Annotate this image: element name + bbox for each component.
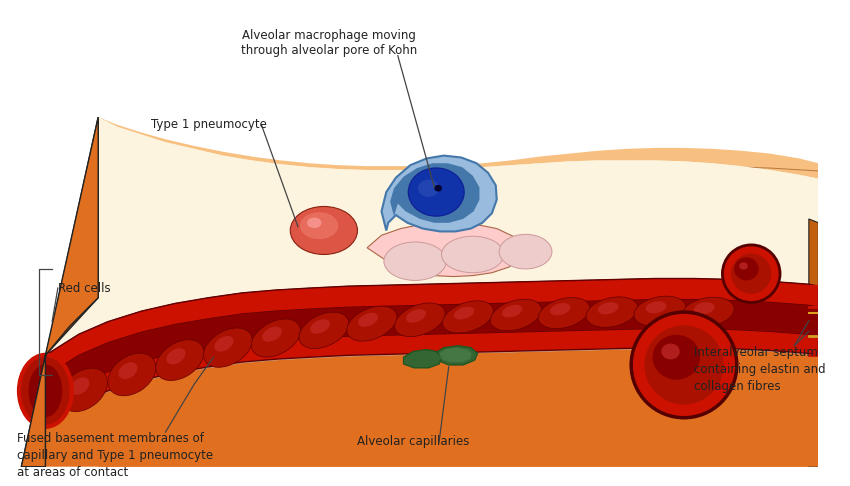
Polygon shape [45, 278, 819, 377]
Ellipse shape [203, 328, 252, 367]
Text: Alveolar capillaries: Alveolar capillaries [358, 435, 470, 448]
Ellipse shape [299, 312, 348, 348]
Ellipse shape [734, 258, 759, 280]
Ellipse shape [167, 348, 185, 364]
Text: Alveolar macrophage moving
through alveolar pore of Kohn: Alveolar macrophage moving through alveo… [241, 29, 416, 57]
Ellipse shape [490, 299, 541, 331]
Polygon shape [99, 200, 819, 467]
Polygon shape [21, 117, 99, 467]
Polygon shape [404, 349, 442, 368]
Ellipse shape [598, 302, 619, 314]
Polygon shape [434, 346, 478, 365]
Polygon shape [45, 344, 819, 425]
Text: Red cells: Red cells [58, 281, 110, 295]
Polygon shape [439, 347, 472, 362]
Ellipse shape [300, 212, 338, 239]
Ellipse shape [550, 303, 570, 315]
Ellipse shape [653, 335, 700, 380]
Ellipse shape [118, 362, 138, 379]
Ellipse shape [646, 301, 666, 313]
Text: Interalveolar septum
containing elastin and
collagen fibres: Interalveolar septum containing elastin … [694, 346, 825, 393]
Ellipse shape [502, 305, 523, 317]
Ellipse shape [634, 296, 686, 326]
Ellipse shape [586, 297, 638, 328]
Polygon shape [21, 117, 99, 467]
Ellipse shape [290, 207, 358, 255]
Ellipse shape [358, 313, 378, 327]
Polygon shape [367, 223, 523, 277]
Polygon shape [45, 347, 819, 467]
Polygon shape [45, 278, 819, 377]
Ellipse shape [19, 355, 71, 427]
Ellipse shape [262, 327, 282, 342]
Polygon shape [99, 117, 819, 298]
Polygon shape [45, 300, 819, 405]
Polygon shape [45, 300, 819, 405]
Ellipse shape [214, 336, 234, 352]
Ellipse shape [108, 353, 156, 396]
Polygon shape [45, 117, 819, 355]
Polygon shape [99, 207, 819, 467]
Ellipse shape [408, 168, 464, 216]
Ellipse shape [252, 319, 300, 357]
Ellipse shape [60, 368, 107, 412]
Ellipse shape [418, 180, 439, 197]
Ellipse shape [682, 297, 734, 327]
Ellipse shape [347, 306, 397, 341]
Ellipse shape [307, 218, 321, 228]
Text: Fused basement membranes of
capillary and Type 1 pneumocyte
at areas of contact: Fused basement membranes of capillary an… [16, 432, 213, 479]
Text: Type 1 pneumocyte: Type 1 pneumocyte [151, 119, 267, 131]
Ellipse shape [454, 307, 474, 319]
Polygon shape [99, 117, 819, 298]
Ellipse shape [538, 297, 590, 329]
Ellipse shape [384, 242, 446, 280]
Ellipse shape [499, 234, 552, 269]
Ellipse shape [443, 301, 493, 333]
Polygon shape [45, 329, 819, 410]
Polygon shape [382, 156, 496, 231]
Polygon shape [390, 163, 479, 223]
Ellipse shape [694, 302, 715, 314]
Ellipse shape [434, 185, 442, 191]
Ellipse shape [441, 236, 504, 273]
Ellipse shape [406, 309, 426, 323]
Polygon shape [45, 300, 819, 405]
Polygon shape [45, 329, 819, 424]
Ellipse shape [661, 344, 680, 360]
Ellipse shape [632, 312, 737, 418]
Ellipse shape [156, 340, 204, 381]
Ellipse shape [394, 303, 445, 337]
Ellipse shape [722, 245, 780, 302]
Polygon shape [809, 219, 819, 467]
Polygon shape [45, 336, 819, 418]
Ellipse shape [310, 319, 330, 334]
Ellipse shape [29, 364, 62, 417]
Ellipse shape [740, 262, 748, 270]
Ellipse shape [644, 325, 723, 404]
Ellipse shape [71, 377, 89, 395]
Polygon shape [45, 329, 819, 424]
Ellipse shape [731, 254, 772, 294]
